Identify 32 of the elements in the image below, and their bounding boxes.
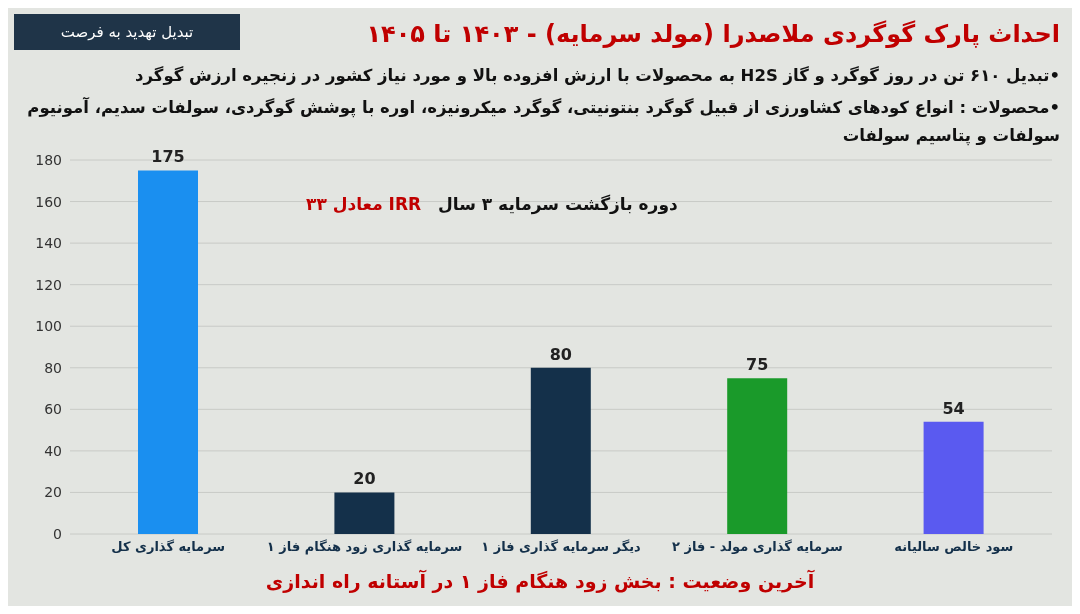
bar	[334, 492, 395, 534]
bar	[727, 378, 788, 534]
x-tick-label: سرمایه گذاری زود هنگام فاز ۱	[266, 539, 463, 556]
x-tick-label: سرمایه گذاری کل	[111, 539, 226, 555]
data-label: 80	[549, 344, 572, 364]
y-tick-label: 80	[44, 359, 62, 376]
y-tick-label: 180	[35, 151, 62, 168]
y-tick-label: 140	[35, 235, 62, 252]
y-tick-label: 120	[35, 276, 62, 293]
data-label: 75	[746, 355, 769, 375]
y-tick-label: 40	[44, 442, 62, 459]
x-tick-label: دیگر سرمایه گذاری فاز ۱	[481, 539, 642, 555]
data-label: 20	[353, 469, 376, 489]
y-tick-label: 60	[44, 401, 62, 418]
bar	[530, 367, 591, 534]
y-tick-label: 100	[35, 318, 62, 335]
y-tick-label: 20	[44, 484, 62, 501]
annotation: دوره بازگشت سرمایه ۳ سال	[438, 194, 678, 214]
annotation: IRR معادل ۳۳	[306, 194, 422, 214]
text: •محصولات : انواع کودهای کشاورزی از قبیل گوگرد بنتونیتی، گوگرد میکرونیزه، اوره با پوشش گوگردی، سولفات سدیم، آمونیوم سولفات و پتاسیم سولفات	[27, 98, 1060, 145]
bar	[138, 170, 198, 534]
y-tick-label: 160	[35, 193, 62, 210]
x-tick-label: سود خالص سالیانه	[894, 539, 1014, 555]
data-label: 175	[151, 147, 185, 167]
bar	[923, 421, 984, 534]
chart-title: احداث پارک گوگردی ملاصدرا (مولد سرمایه) - ۱۴۰۳ تا ۱۴۰۵	[366, 20, 1060, 48]
text: تبدیل تهدید به فرصت	[14, 14, 240, 50]
y-tick-label: 0	[53, 525, 62, 542]
x-tick-label: سرمایه گذاری مولد - فاز ۲	[671, 539, 843, 555]
text: آخرین وضعیت : بخش زود هنگام فاز ۱ در آستانه راه اندازی	[264, 570, 816, 592]
text: •تبدیل ۶۱۰ تن در روز گوگرد و گاز H2S به محصولات با ارزش افزوده بالا و مورد نیاز کشور در زنجیره ارزش گوگرد	[135, 66, 1060, 85]
data-label: 54	[942, 398, 965, 418]
